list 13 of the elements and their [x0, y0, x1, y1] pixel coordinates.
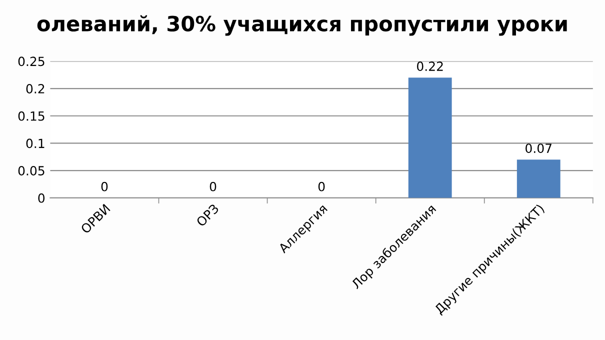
- data-label: 0: [318, 182, 325, 192]
- data-label: 0: [101, 182, 108, 192]
- data-label: 0.07: [526, 144, 552, 154]
- y-tick-label: 0: [38, 193, 45, 203]
- y-tick-label: 0.2: [26, 84, 44, 94]
- data-label: 0.22: [417, 62, 443, 72]
- y-tick-label: 0.25: [18, 56, 44, 66]
- x-tick-label: ОРЗ: [196, 203, 220, 228]
- y-tick-label: 0.1: [26, 138, 44, 148]
- y-tick-label: 0.05: [18, 166, 44, 176]
- data-label: 0: [210, 182, 216, 192]
- y-tick-label: 0.15: [18, 111, 44, 121]
- chart-title: олеваний, 30% учащихся пропустили уроки: [37, 15, 567, 36]
